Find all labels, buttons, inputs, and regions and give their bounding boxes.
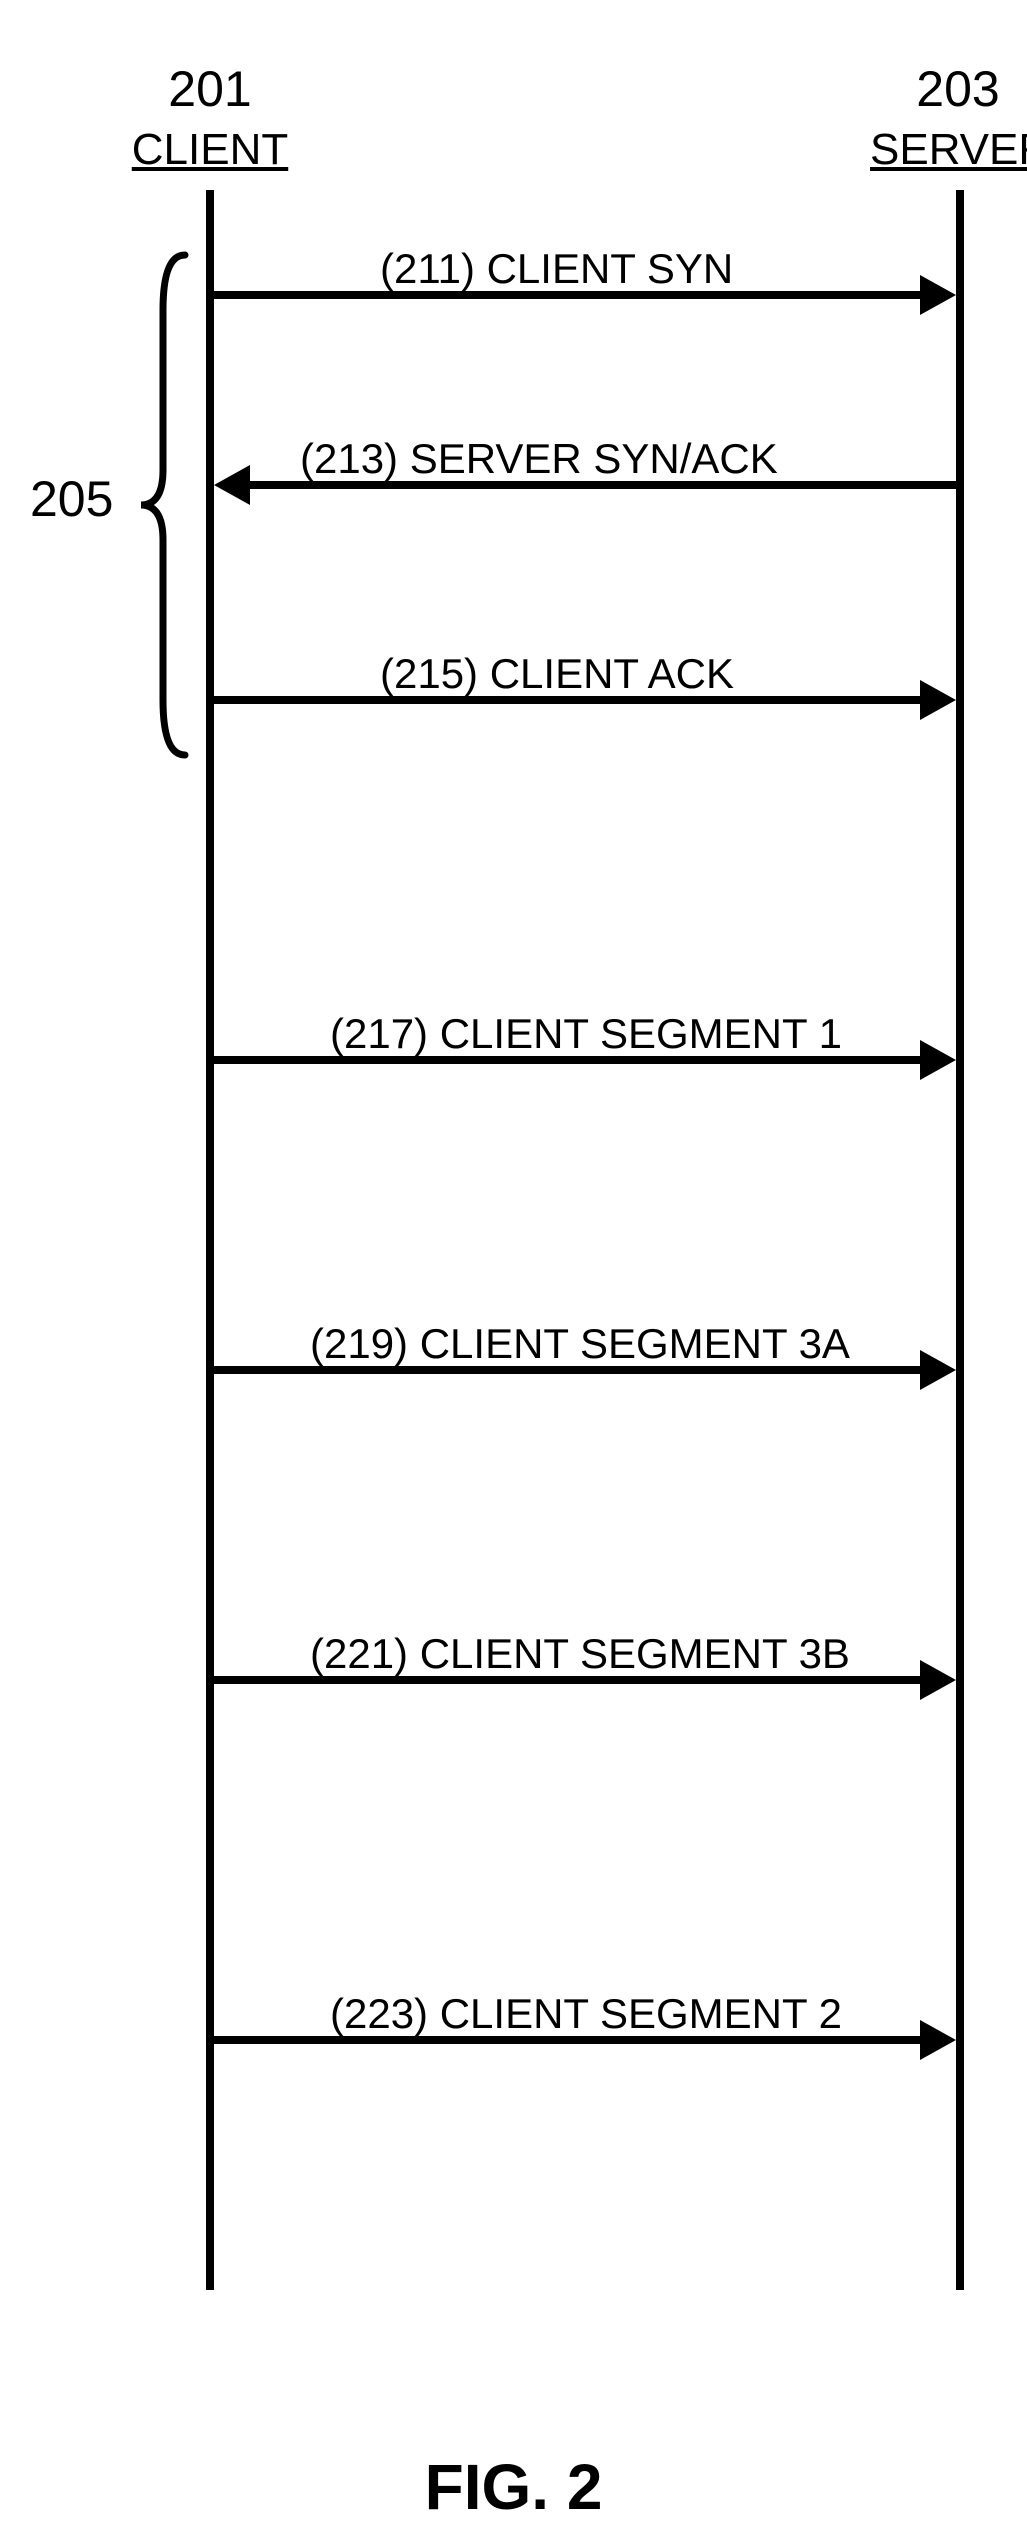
msg-221-line [214, 1676, 924, 1684]
figure-caption: FIG. 2 [0, 2450, 1027, 2524]
msg-223-head [920, 2020, 956, 2060]
msg-213-label: (213) SERVER SYN/ACK [300, 435, 778, 483]
msg-213-line [246, 481, 956, 489]
msg-215-head [920, 680, 956, 720]
msg-211-label: (211) CLIENT SYN [380, 245, 733, 293]
msg-217-line [214, 1056, 924, 1064]
msg-221-label: (221) CLIENT SEGMENT 3B [310, 1630, 850, 1678]
brace-205-icon [135, 250, 195, 760]
msg-223-label: (223) CLIENT SEGMENT 2 [330, 1990, 842, 2038]
msg-219-line [214, 1366, 924, 1374]
client-lifeline [206, 190, 214, 2290]
msg-219-label: (219) CLIENT SEGMENT 3A [310, 1320, 850, 1368]
msg-217-head [920, 1040, 956, 1080]
msg-211-line [214, 291, 924, 299]
msg-221-head [920, 1660, 956, 1700]
msg-215-line [214, 696, 924, 704]
msg-211-head [920, 275, 956, 315]
msg-219-head [920, 1350, 956, 1390]
msg-217-label: (217) CLIENT SEGMENT 1 [330, 1010, 842, 1058]
brace-205-label: 205 [30, 470, 113, 528]
server-lifeline [956, 190, 964, 2290]
msg-215-label: (215) CLIENT ACK [380, 650, 734, 698]
server-number: 203 [908, 60, 1008, 118]
client-name: CLIENT [130, 125, 290, 175]
msg-213-head [214, 465, 250, 505]
server-name: SERVER [870, 125, 1027, 175]
msg-223-line [214, 2036, 924, 2044]
diagram-canvas: 201 CLIENT 203 SERVER 205 (211) CLIENT S… [0, 0, 1027, 2543]
client-number: 201 [160, 60, 260, 118]
